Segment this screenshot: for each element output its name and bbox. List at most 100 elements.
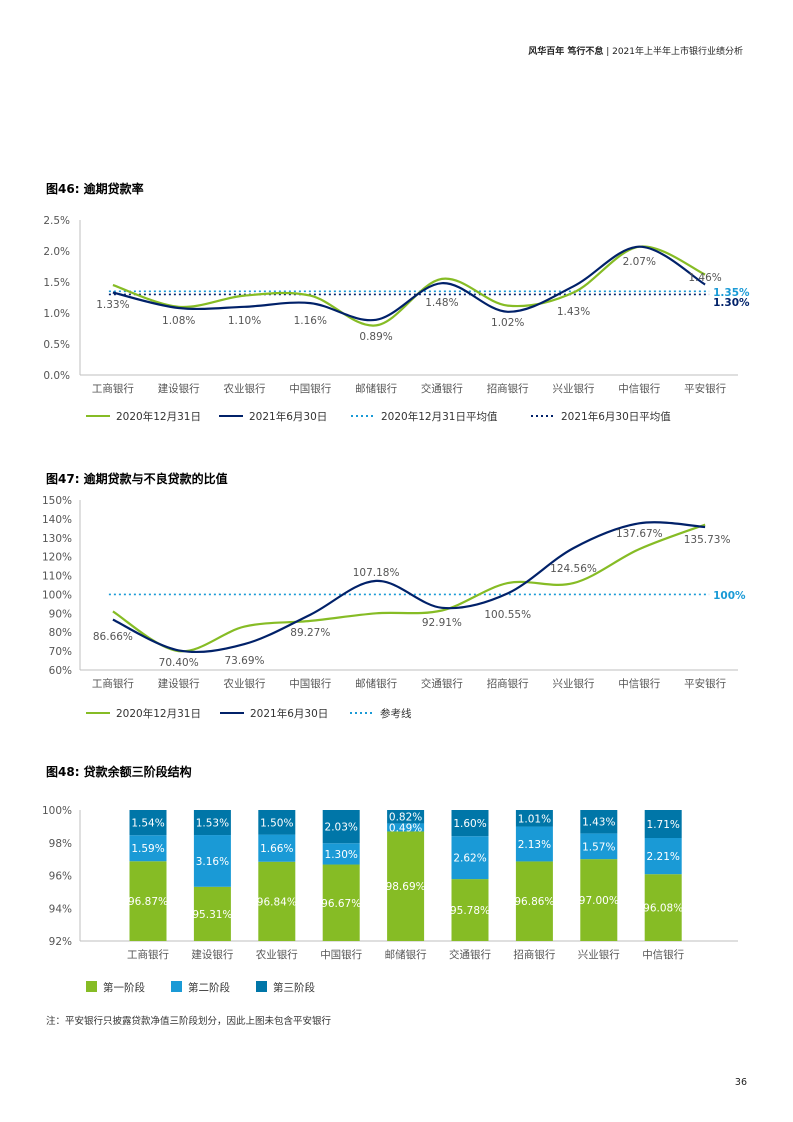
bar-segment <box>451 879 489 941</box>
bar-label: 1.71% <box>647 819 680 831</box>
x-tick-label: 中国银行 <box>289 677 331 690</box>
page-header: 风华百年 笃行不怠 | 2021年上半年上市银行业绩分析 <box>528 44 743 57</box>
bar-label: 1.54% <box>131 818 164 830</box>
bar-segment <box>322 843 360 865</box>
bar-segment <box>515 810 553 827</box>
y-tick-label: 90% <box>49 608 72 620</box>
data-label: 1.33% <box>96 299 129 311</box>
bar-segment <box>515 826 553 862</box>
data-label: 89.27% <box>290 627 330 639</box>
bar-segment <box>644 838 682 875</box>
bar-segment <box>451 810 489 837</box>
bar-label: 0.82% <box>389 812 422 824</box>
bar-segment <box>515 861 553 941</box>
bar-label: 0.49% <box>389 822 422 834</box>
bar-segment <box>258 810 296 835</box>
y-tick-label: 1.0% <box>43 308 70 320</box>
bar-segment <box>193 810 231 836</box>
bar-label: 2.13% <box>518 839 551 851</box>
y-tick-label: 0.0% <box>43 370 70 382</box>
y-tick-label: 100% <box>42 805 72 817</box>
data-label: 1.43% <box>557 306 590 318</box>
bar-segment <box>387 823 425 832</box>
y-tick-label: 1.5% <box>43 277 70 289</box>
reference-label: 1.30% <box>713 297 750 309</box>
data-label: 107.18% <box>353 567 400 579</box>
bar-label: 1.66% <box>260 843 293 855</box>
series-line <box>112 523 706 653</box>
bar-segment <box>644 874 682 941</box>
bar-segment <box>322 810 360 844</box>
x-tick-label: 工商银行 <box>127 948 169 961</box>
reference-label: 100% <box>713 590 746 602</box>
bar-segment <box>451 836 489 880</box>
x-tick-label: 建设银行 <box>158 677 200 690</box>
y-tick-label: 94% <box>49 903 72 915</box>
x-tick-label: 兴业银行 <box>578 948 620 961</box>
data-label: 100.55% <box>484 609 531 621</box>
data-label: 1.48% <box>425 297 458 309</box>
y-tick-label: 80% <box>49 627 72 639</box>
legend-label: 2021年6月30日 <box>250 707 328 720</box>
legend-label: 2021年6月30日平均值 <box>561 410 671 423</box>
fig48-title: 图48: 贷款余额三阶段结构 <box>46 765 192 779</box>
bar-segment <box>580 859 618 941</box>
bar-label: 96.87% <box>128 896 168 908</box>
bar-label: 98.69% <box>386 881 426 893</box>
fig48-chart: 92% 94% 96% 98% 100% 96.87% 1.59% 1.54% 工商银行 95.3… <box>0 795 793 1005</box>
bar-segment <box>129 861 167 941</box>
legend-label: 2020年12月31日 <box>116 410 201 423</box>
fig48-svg: 92% 94% 96% 98% 100% 96.87% 1.59% 1.54% 工商银行 95.3… <box>42 805 738 994</box>
x-tick-label: 招商银行 <box>513 948 555 961</box>
x-tick-label: 兴业银行 <box>553 677 595 690</box>
bar-segment <box>580 833 618 860</box>
bar-label: 96.67% <box>321 898 361 910</box>
x-tick-label: 交通银行 <box>421 677 463 690</box>
data-label: 1.10% <box>228 315 261 327</box>
series-line <box>112 245 706 322</box>
bar-label: 95.31% <box>192 909 232 921</box>
bar-segment <box>258 861 296 941</box>
y-tick-label: 120% <box>42 552 72 564</box>
y-tick-label: 130% <box>42 533 72 545</box>
legend-swatch <box>171 981 182 992</box>
data-label: 1.02% <box>491 317 524 329</box>
x-tick-label: 中国银行 <box>289 382 331 395</box>
y-tick-label: 92% <box>49 936 72 948</box>
fig47-title: 图47: 逾期贷款与不良贷款的比值 <box>46 472 228 486</box>
bar-label: 2.21% <box>647 851 680 863</box>
data-label: 137.67% <box>616 528 663 540</box>
x-tick-label: 邮储银行 <box>355 382 397 395</box>
x-tick-label: 招商银行 <box>487 677 529 690</box>
x-tick-label: 中信银行 <box>618 382 660 395</box>
legend-label: 2020年12月31日平均值 <box>381 410 498 423</box>
data-label: 2.07% <box>623 256 656 268</box>
legend-label: 第一阶段 <box>103 981 145 994</box>
fig46-chart: 0.0% 0.5% 1.0% 1.5% 2.0% 2.5% 工商银行 建设银行 农业银行 中国银行… <box>0 200 793 440</box>
reference-label: 1.35% <box>713 287 750 299</box>
data-label: 73.69% <box>224 655 264 667</box>
legend-label: 2021年6月30日 <box>249 410 327 423</box>
legend-swatch <box>256 981 267 992</box>
x-tick-label: 中国银行 <box>320 948 362 961</box>
bar-segment <box>387 831 425 941</box>
x-tick-label: 中信银行 <box>618 677 660 690</box>
x-tick-label: 邮储银行 <box>355 677 397 690</box>
footnote: 注：平安银行只披露贷款净值三阶段划分，因此上图未包含平安银行 <box>46 1016 332 1027</box>
legend-label: 第三阶段 <box>273 981 315 994</box>
bar-segment <box>258 834 296 862</box>
data-label: 0.89% <box>359 331 392 343</box>
data-label: 1.16% <box>294 315 327 327</box>
legend-label: 第二阶段 <box>188 981 230 994</box>
bar-segment <box>193 886 231 941</box>
y-tick-label: 2.0% <box>43 246 70 258</box>
fig46-svg: 0.0% 0.5% 1.0% 1.5% 2.0% 2.5% 工商银行 建设银行 农业银行 中国银行… <box>43 215 750 423</box>
bar-label: 96.08% <box>643 903 683 915</box>
x-tick-label: 农业银行 <box>256 948 298 961</box>
x-tick-label: 中信银行 <box>642 948 684 961</box>
y-tick-label: 2.5% <box>43 215 70 227</box>
bar-segment <box>387 810 425 824</box>
bar-segment <box>644 810 682 839</box>
header-report-title: 2021年上半年上市银行业绩分析 <box>612 47 743 57</box>
bar-label: 1.60% <box>453 818 486 830</box>
